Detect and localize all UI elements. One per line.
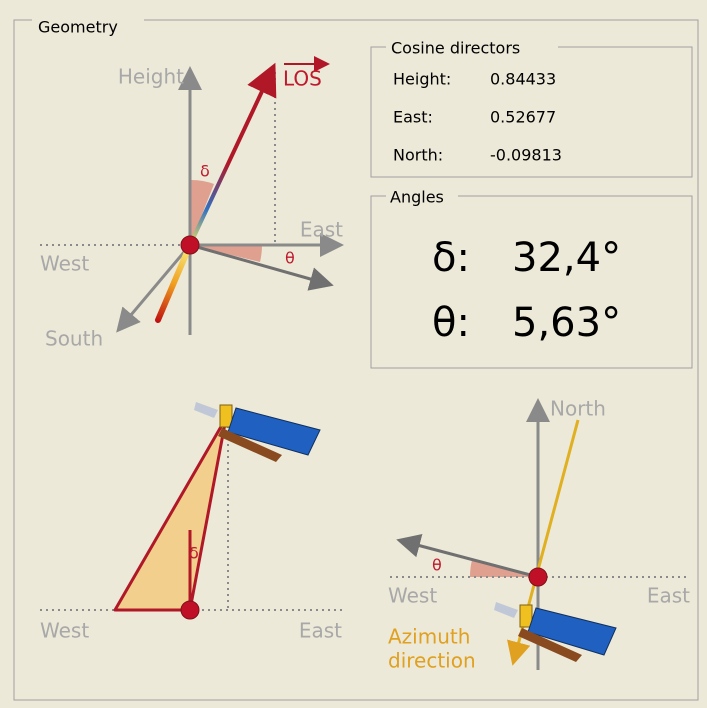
label-bg xyxy=(386,40,558,54)
row-label: Height: xyxy=(393,70,451,89)
satellite xyxy=(194,402,321,462)
horizontal-projection xyxy=(189,243,334,291)
angle-label: θ: xyxy=(432,300,470,346)
azimuth-label: Azimuth xyxy=(388,625,470,649)
satellite xyxy=(494,602,617,662)
label-bg xyxy=(32,14,144,28)
delta-label: δ xyxy=(189,544,199,563)
los-vector xyxy=(188,62,277,246)
angle-label: δ: xyxy=(432,235,470,281)
target xyxy=(528,567,548,587)
angles-frame xyxy=(370,195,693,369)
theta-label: θ xyxy=(285,249,295,268)
north-label: North xyxy=(550,397,606,421)
los-label: LOS xyxy=(283,67,322,91)
row-value: -0.09813 xyxy=(490,146,562,165)
east-label: East xyxy=(299,619,342,643)
angles-title: Angles xyxy=(390,188,444,207)
look-triangle xyxy=(113,416,228,612)
origin xyxy=(180,235,200,255)
west-label: West xyxy=(40,619,89,643)
label-bg xyxy=(386,189,458,203)
los-back xyxy=(155,242,193,323)
row-label: North: xyxy=(393,146,443,165)
delta-label: δ xyxy=(200,162,210,181)
row-value: 0.52677 xyxy=(490,108,556,127)
height-label: Height xyxy=(118,65,184,89)
cosine-title: Cosine directors xyxy=(391,39,520,58)
west-label: West xyxy=(388,584,437,608)
theta-label: θ xyxy=(432,556,442,575)
east-label: East xyxy=(300,218,343,242)
angle-value: 32,4° xyxy=(512,235,621,281)
south-label: South xyxy=(45,327,103,351)
angle-value: 5,63° xyxy=(512,300,621,346)
east-label: East xyxy=(647,584,690,608)
azimuth-view: North θ West East Azimuth direction xyxy=(388,397,690,673)
west-label: West xyxy=(40,252,89,276)
los-view: Height LOS δ East θ West South xyxy=(40,56,344,351)
south-axis xyxy=(116,244,192,333)
elevation-view: δ West East xyxy=(40,402,345,643)
azimuth-label: direction xyxy=(388,649,476,673)
row-label: East: xyxy=(393,108,433,127)
row-value: 0.84433 xyxy=(490,70,556,89)
group-frame xyxy=(13,19,699,701)
target xyxy=(180,600,200,620)
los-projection xyxy=(396,534,539,579)
group-title: Geometry xyxy=(38,18,118,37)
